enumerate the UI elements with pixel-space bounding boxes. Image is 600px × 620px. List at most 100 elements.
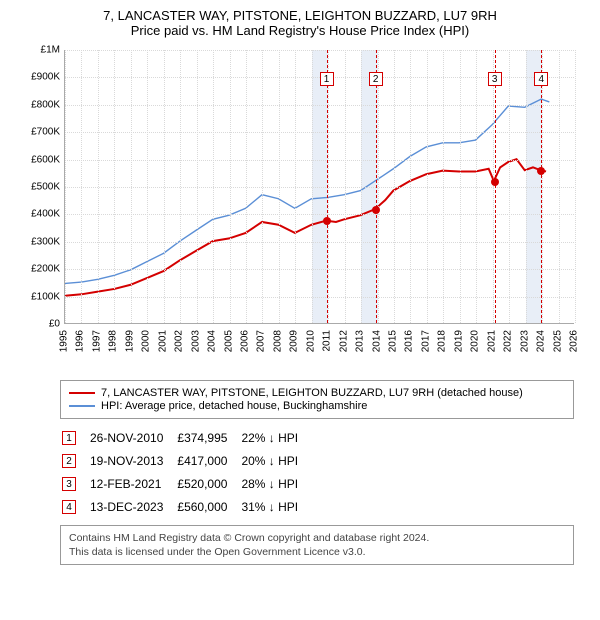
- event-index-box: 3: [62, 477, 76, 491]
- gridline: [361, 50, 362, 323]
- event-date: 19-NOV-2013: [90, 450, 175, 471]
- gridline: [559, 50, 560, 323]
- y-axis-label: £800K: [20, 99, 60, 110]
- gridline: [213, 50, 214, 323]
- event-delta: 31% ↓ HPI: [241, 496, 310, 517]
- gridline: [443, 50, 444, 323]
- gridline: [180, 50, 181, 323]
- x-axis-label: 1995: [59, 330, 70, 352]
- x-axis-label: 2001: [157, 330, 168, 352]
- event-price: £374,995: [177, 427, 239, 448]
- gridline: [98, 50, 99, 323]
- gridline: [312, 50, 313, 323]
- gridline: [65, 297, 574, 298]
- y-axis-label: £500K: [20, 182, 60, 193]
- sale-dot: [323, 217, 331, 225]
- sale-dot: [491, 178, 499, 186]
- event-marker: 3: [488, 72, 502, 86]
- x-axis-label: 2008: [272, 330, 283, 352]
- attribution-footer: Contains HM Land Registry data © Crown c…: [60, 525, 574, 565]
- event-price: £560,000: [177, 496, 239, 517]
- x-axis-label: 2013: [355, 330, 366, 352]
- y-axis-label: £300K: [20, 236, 60, 247]
- event-index-box: 4: [62, 500, 76, 514]
- events-table: 126-NOV-2010£374,99522% ↓ HPI219-NOV-201…: [60, 425, 312, 519]
- gridline: [147, 50, 148, 323]
- event-delta: 22% ↓ HPI: [241, 427, 310, 448]
- x-axis-label: 1999: [124, 330, 135, 352]
- event-line: [327, 50, 328, 323]
- x-axis-label: 2004: [207, 330, 218, 352]
- event-line: [376, 50, 377, 323]
- event-line: [541, 50, 542, 323]
- gridline: [493, 50, 494, 323]
- gridline: [328, 50, 329, 323]
- event-price: £520,000: [177, 473, 239, 494]
- legend-label: 7, LANCASTER WAY, PITSTONE, LEIGHTON BUZ…: [101, 387, 523, 399]
- x-axis-label: 2020: [470, 330, 481, 352]
- event-date: 26-NOV-2010: [90, 427, 175, 448]
- y-axis-label: £0: [20, 319, 60, 330]
- legend-row: 7, LANCASTER WAY, PITSTONE, LEIGHTON BUZ…: [69, 387, 565, 399]
- x-axis-label: 2019: [453, 330, 464, 352]
- event-marker: 1: [320, 72, 334, 86]
- x-axis-label: 2022: [503, 330, 514, 352]
- gridline: [378, 50, 379, 323]
- x-axis-label: 2007: [256, 330, 267, 352]
- legend-label: HPI: Average price, detached house, Buck…: [101, 400, 367, 412]
- x-axis-label: 2026: [569, 330, 580, 352]
- event-delta: 20% ↓ HPI: [241, 450, 310, 471]
- gridline: [65, 105, 574, 106]
- gridline: [114, 50, 115, 323]
- gridline: [279, 50, 280, 323]
- plot-area: 1234: [64, 50, 574, 324]
- gridline: [262, 50, 263, 323]
- footer-line: This data is licensed under the Open Gov…: [69, 545, 565, 559]
- x-axis-label: 1998: [108, 330, 119, 352]
- x-axis-label: 2006: [239, 330, 250, 352]
- x-axis-label: 1996: [75, 330, 86, 352]
- x-axis-label: 2025: [552, 330, 563, 352]
- y-axis-label: £900K: [20, 72, 60, 83]
- gridline: [65, 214, 574, 215]
- event-date: 13-DEC-2023: [90, 496, 175, 517]
- x-axis-label: 2012: [338, 330, 349, 352]
- gridline: [65, 269, 574, 270]
- series-property: [65, 159, 546, 296]
- legend: 7, LANCASTER WAY, PITSTONE, LEIGHTON BUZ…: [60, 380, 574, 419]
- gridline: [476, 50, 477, 323]
- sale-dot: [537, 167, 545, 175]
- gridline: [246, 50, 247, 323]
- gridline: [345, 50, 346, 323]
- x-axis-label: 2005: [223, 330, 234, 352]
- gridline: [65, 50, 66, 323]
- x-axis-label: 2000: [141, 330, 152, 352]
- gridline: [427, 50, 428, 323]
- gridline: [81, 50, 82, 323]
- x-axis-label: 2023: [519, 330, 530, 352]
- legend-swatch: [69, 405, 95, 407]
- gridline: [131, 50, 132, 323]
- gridline: [295, 50, 296, 323]
- table-row: 4 13-DEC-2023£560,00031% ↓ HPI: [62, 496, 310, 517]
- x-axis-label: 2015: [388, 330, 399, 352]
- gridline: [65, 50, 574, 51]
- gridline: [230, 50, 231, 323]
- y-axis-label: £1M: [20, 45, 60, 56]
- gridline: [65, 132, 574, 133]
- x-axis-label: 2003: [190, 330, 201, 352]
- gridline: [526, 50, 527, 323]
- footer-line: Contains HM Land Registry data © Crown c…: [69, 531, 565, 545]
- x-axis-label: 1997: [91, 330, 102, 352]
- legend-swatch: [69, 392, 95, 394]
- y-axis-label: £600K: [20, 154, 60, 165]
- x-axis-label: 2014: [371, 330, 382, 352]
- event-line: [495, 50, 496, 323]
- event-index-box: 1: [62, 431, 76, 445]
- gridline: [410, 50, 411, 323]
- legend-row: HPI: Average price, detached house, Buck…: [69, 400, 565, 412]
- gridline: [509, 50, 510, 323]
- y-axis-label: £700K: [20, 127, 60, 138]
- gridline: [575, 50, 576, 323]
- gridline: [65, 160, 574, 161]
